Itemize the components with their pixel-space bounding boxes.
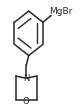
Text: N: N — [23, 74, 29, 83]
Text: MgBr: MgBr — [49, 7, 73, 16]
Text: O: O — [23, 97, 30, 106]
